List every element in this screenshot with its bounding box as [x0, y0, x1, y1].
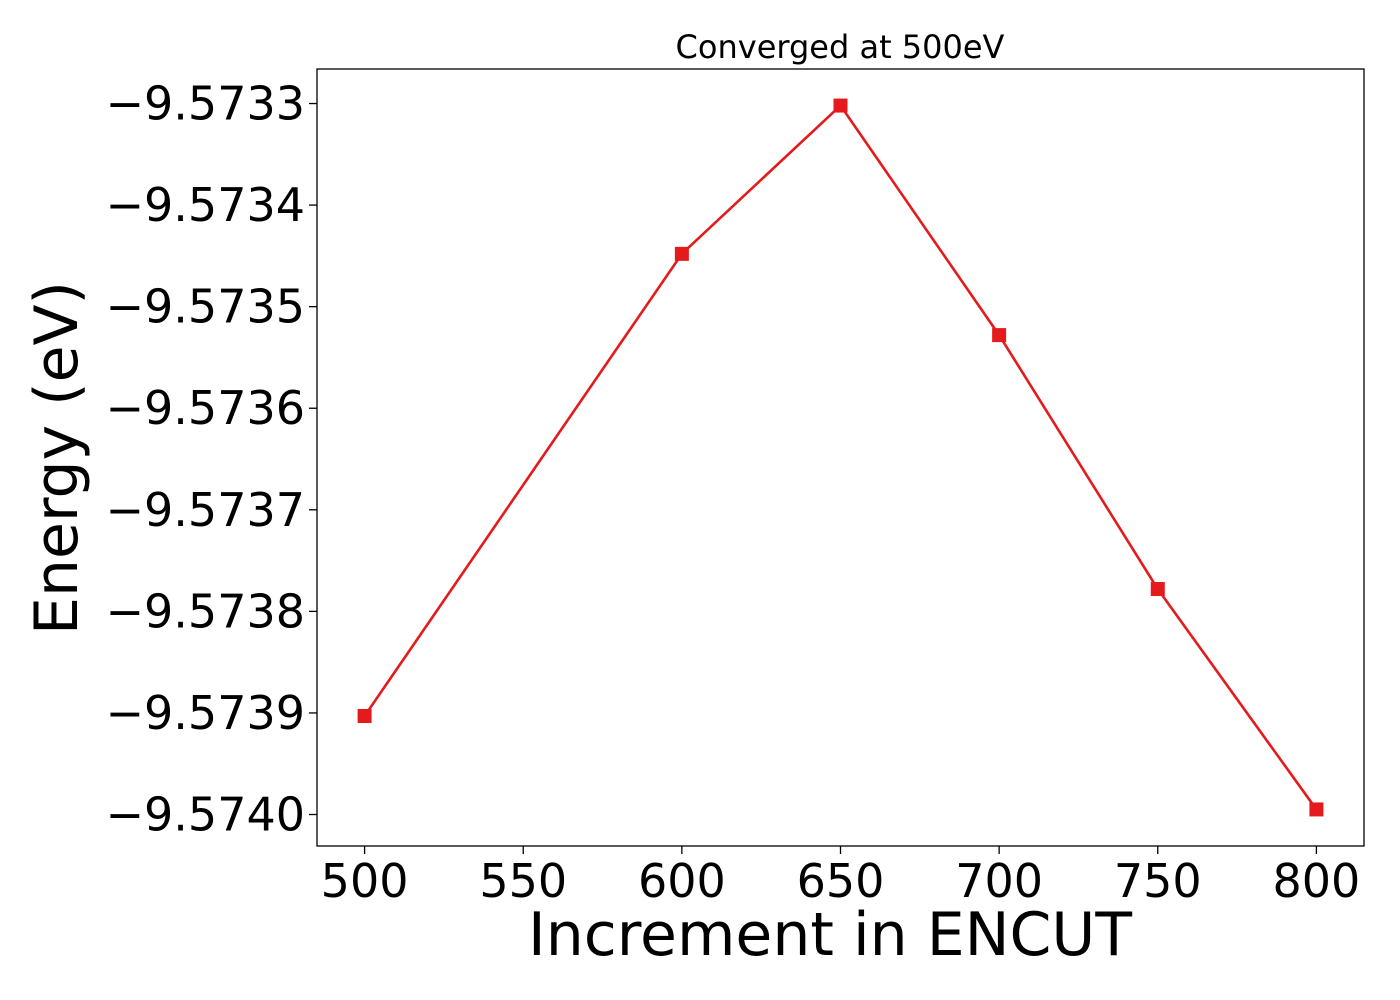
data-point [1150, 582, 1165, 597]
x-tick-label: 700 [955, 854, 1043, 908]
y-tick-label: −9.5735 [106, 280, 306, 334]
x-tick-label: 550 [479, 854, 567, 908]
x-tick-label: 800 [1273, 854, 1361, 908]
x-tick-label: 650 [797, 854, 885, 908]
series-line [363, 103, 1318, 811]
y-tick-label: −9.5738 [106, 584, 306, 638]
y-tick-label: −9.5737 [106, 483, 306, 537]
data-point [992, 328, 1007, 343]
plot-frame [316, 68, 1365, 847]
y-axis: −9.5733 −9.5734 −9.5735 −9.5736 −9.5737 −9.57… [106, 77, 317, 842]
x-tick-label: 500 [321, 854, 409, 908]
y-tick-label: −9.5736 [106, 381, 306, 435]
y-tick-label: −9.5733 [106, 77, 306, 131]
plot-area [357, 98, 1324, 817]
x-axis: 500 550 600 650 700 750 800 [321, 846, 1361, 908]
data-point [1309, 802, 1324, 817]
y-tick-label: −9.5739 [106, 686, 306, 740]
y-tick-label: −9.5740 [106, 788, 306, 842]
y-tick-label: −9.5734 [106, 178, 306, 232]
data-point [674, 246, 689, 261]
chart-title: Converged at 500eV [676, 28, 1005, 66]
data-point [833, 98, 848, 113]
y-axis-label: Energy (eV) [22, 281, 92, 635]
data-point [357, 708, 372, 723]
x-tick-label: 600 [638, 854, 726, 908]
x-axis-label: Increment in ENCUT [528, 900, 1132, 970]
x-tick-label: 750 [1114, 854, 1202, 908]
